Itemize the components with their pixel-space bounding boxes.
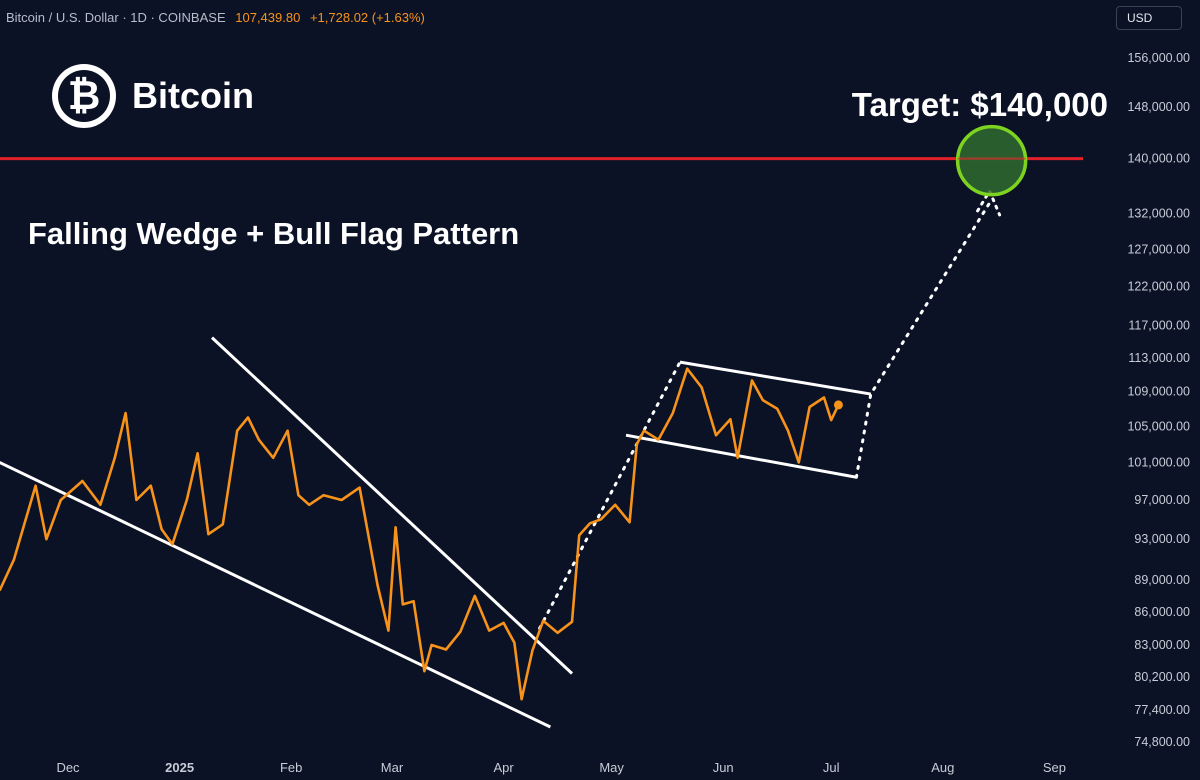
target-circle xyxy=(955,124,1028,197)
x-tick-label: May xyxy=(599,760,624,775)
x-tick-label: Dec xyxy=(56,760,80,775)
projection-line-0 xyxy=(538,360,682,630)
trendline-3 xyxy=(625,433,857,479)
x-tick-label: Feb xyxy=(280,760,302,775)
y-tick-label: 122,000.00 xyxy=(1127,280,1190,294)
y-tick-label: 105,000.00 xyxy=(1127,419,1190,433)
y-tick-label: 109,000.00 xyxy=(1127,385,1190,399)
y-tick-label: 117,000.00 xyxy=(1128,319,1190,333)
y-tick-label: 86,000.00 xyxy=(1134,605,1190,619)
y-tick-label: 83,000.00 xyxy=(1134,638,1190,652)
trendline-0 xyxy=(0,461,552,729)
x-tick-label: Jun xyxy=(713,760,734,775)
y-tick-label: 127,000.00 xyxy=(1127,242,1190,256)
price-line xyxy=(0,367,840,701)
trendline-2 xyxy=(679,360,872,396)
y-tick-label: 97,000.00 xyxy=(1134,493,1190,507)
y-tick-label: 156,000.00 xyxy=(1127,51,1190,65)
symbol-label: Bitcoin / U.S. Dollar · 1D · COINBASE xyxy=(6,10,226,25)
bitcoin-logo: ₿ Bitcoin xyxy=(52,64,254,128)
y-tick-label: 140,000.00 xyxy=(1127,152,1190,166)
last-price: 107,439.80 xyxy=(235,10,301,25)
y-tick-label: 148,000.00 xyxy=(1127,100,1190,114)
y-tick-label: 80,200.00 xyxy=(1134,670,1190,684)
target-label: Target: $140,000 xyxy=(851,86,1108,123)
price-change: +1,728.02 (+1.63%) xyxy=(309,10,425,25)
x-tick-label: Sep xyxy=(1043,760,1066,775)
y-tick-label: 89,000.00 xyxy=(1134,573,1190,587)
projection-line-1 xyxy=(854,201,992,479)
chart-title: Falling Wedge + Bull Flag Pattern xyxy=(28,216,520,251)
bitcoin-icon: ₿ xyxy=(52,64,116,128)
symbol-header: Bitcoin / U.S. Dollar · 1D · COINBASE 10… xyxy=(6,10,425,25)
y-tick-label: 74,800.00 xyxy=(1134,735,1190,749)
x-tick-label: Mar xyxy=(381,760,404,775)
y-tick-label: 77,400.00 xyxy=(1134,703,1190,717)
y-tick-label: 132,000.00 xyxy=(1127,206,1190,220)
x-tick-label: Apr xyxy=(493,760,514,775)
y-tick-label: 93,000.00 xyxy=(1134,532,1190,546)
x-tick-label: Aug xyxy=(931,760,954,775)
logo-text: Bitcoin xyxy=(132,75,254,116)
x-tick-label: 2025 xyxy=(165,760,194,775)
currency-button[interactable]: USD xyxy=(1116,6,1182,30)
x-tick-label: Jul xyxy=(823,760,840,775)
y-tick-label: 113,000.00 xyxy=(1128,351,1190,365)
last-price-point xyxy=(833,400,843,410)
trendline-1 xyxy=(210,336,574,675)
y-tick-label: 101,000.00 xyxy=(1127,455,1190,469)
